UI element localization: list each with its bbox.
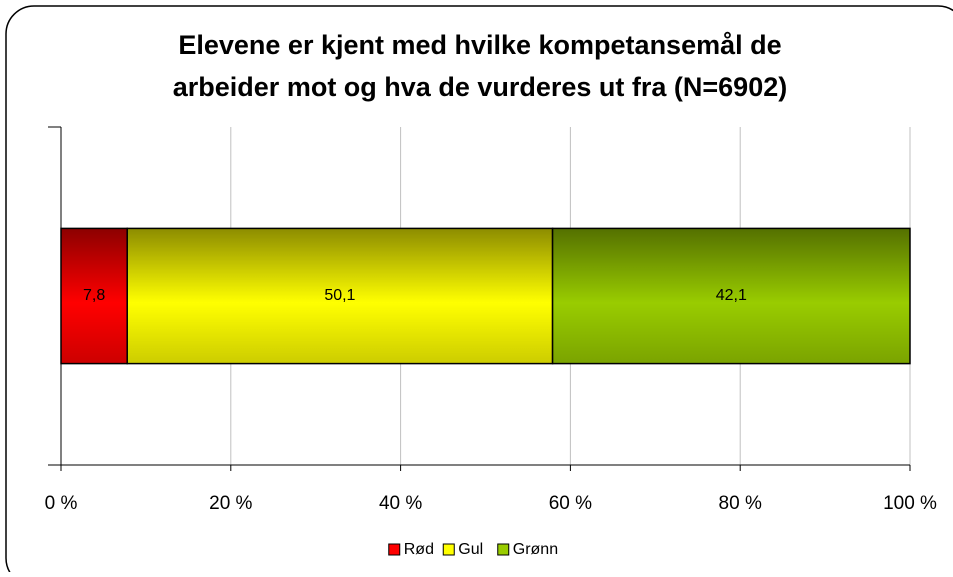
legend-label: Gul	[458, 541, 483, 558]
legend-label: Grønn	[513, 541, 558, 558]
data-label: 7,8	[83, 287, 105, 304]
x-tick-label: 60 %	[549, 493, 592, 514]
legend-label: Rød	[404, 541, 434, 558]
x-tick-label: 20 %	[209, 493, 252, 514]
legend-swatch	[497, 543, 510, 556]
x-tick-label: 100 %	[883, 493, 937, 514]
bar-shading	[60, 227, 128, 365]
x-tick-label: 80 %	[719, 493, 762, 514]
x-tick-label: 40 %	[379, 493, 422, 514]
legend-swatch	[388, 543, 401, 556]
data-label: 50,1	[324, 287, 355, 304]
legend-swatch	[442, 543, 455, 556]
bar-shading	[126, 227, 554, 365]
x-tick-label: 0 %	[45, 493, 78, 514]
chart-title: Elevene er kjent med hvilke kompetansemå…	[178, 30, 781, 60]
chart-title: arbeider mot og hva de vurderes ut fra (…	[173, 72, 787, 102]
bar-shading	[551, 227, 911, 365]
data-label: 42,1	[716, 287, 747, 304]
